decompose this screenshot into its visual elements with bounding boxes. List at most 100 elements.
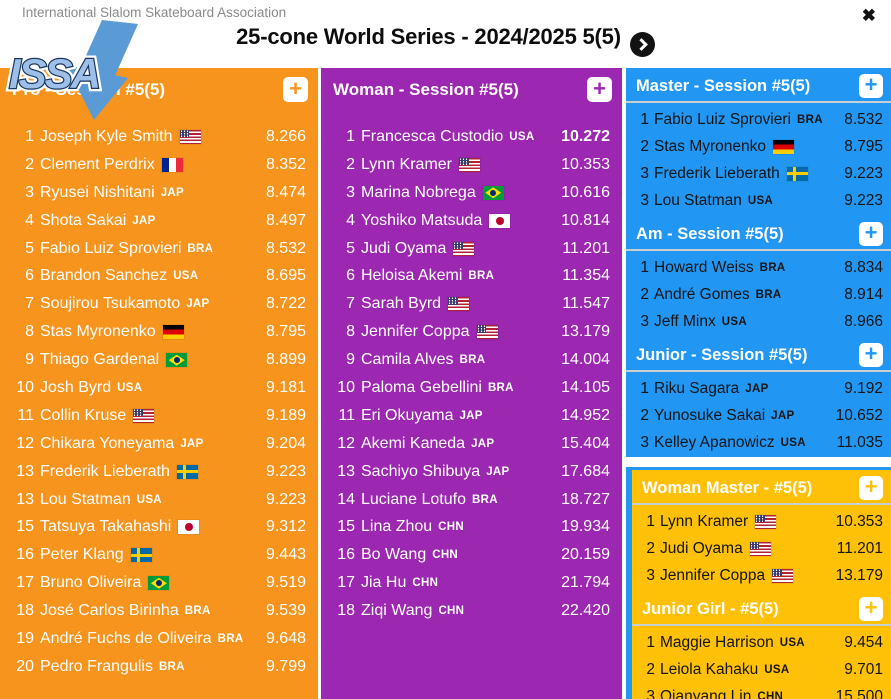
- add-button[interactable]: +: [283, 77, 308, 102]
- result-row: 6 Brandon Sanchez USA 8.695: [10, 262, 306, 290]
- competitor-name: Frederik Lieberath: [654, 164, 780, 182]
- rank: 13: [337, 462, 355, 480]
- competitor-name: Stas Myronenko: [654, 137, 766, 155]
- score: 8.914: [844, 285, 883, 303]
- country-code: CHN: [412, 577, 439, 590]
- score: 19.934: [561, 518, 610, 536]
- chevron-right-icon: [634, 38, 648, 51]
- result-row: 3 Lou Statman USA 9.223: [636, 187, 883, 214]
- rank: 13: [16, 490, 34, 508]
- country-code: JAP: [771, 409, 795, 422]
- rank: 16: [16, 546, 34, 564]
- swe-flag-icon: [130, 548, 152, 563]
- result-row: 18 Ziqi Wang CHN 22.420: [331, 597, 610, 625]
- result-row: 4 Shota Sakai JAP 8.497: [10, 207, 306, 235]
- result-row: 6 Heloisa Akemi BRA 11.354: [331, 262, 610, 290]
- score: 9.192: [844, 379, 883, 397]
- rank: 2: [640, 137, 649, 155]
- score: 8.474: [265, 183, 306, 201]
- competitor-name: José Carlos Birinha: [40, 602, 179, 620]
- score: 8.795: [844, 137, 883, 155]
- result-row: 19 André Fuchs de Oliveira BRA 9.648: [10, 625, 306, 653]
- logo-arrowhead-icon: [66, 65, 128, 120]
- ger-flag-icon: [162, 325, 184, 340]
- country-code: USA: [747, 194, 774, 207]
- competitor-name: Lynn Kramer: [361, 155, 452, 173]
- jap-flag-icon: [178, 520, 200, 535]
- add-button[interactable]: +: [859, 476, 883, 500]
- plus-icon: +: [289, 75, 302, 101]
- rank: 14: [337, 490, 355, 508]
- score: 10.353: [561, 155, 610, 173]
- score: 8.966: [844, 312, 883, 330]
- result-row: 3 Jeff Minx USA 8.966: [636, 308, 883, 335]
- rank: 3: [646, 566, 655, 584]
- result-row: 3 Kelley Apanowicz USA 11.035: [636, 429, 883, 456]
- result-row: 11 Collin Kruse 9.189: [10, 402, 306, 430]
- panel-title: Am - Session #5(5): [636, 224, 784, 243]
- usa-flag-icon: [749, 541, 771, 556]
- results-list-pro: 1 Joseph Kyle Smith 8.266 2 Clement Perdrix 8…: [0, 108, 318, 681]
- result-row: 2 Clement Perdrix 8.352: [10, 151, 306, 179]
- country-code: JAP: [186, 298, 210, 311]
- competitor-name: Ziqi Wang: [361, 602, 433, 620]
- results-list-junior: 1 Riku Sagara JAP 9.192 2 Yunosuke Sakai JAP 10…: [626, 372, 891, 456]
- score: 9.223: [844, 164, 883, 182]
- panel-header-master: Master - Session #5(5) +: [626, 70, 891, 103]
- score: 10.353: [835, 512, 883, 530]
- usa-flag-icon: [453, 241, 475, 256]
- competitor-name: Josh Byrd: [40, 378, 112, 396]
- rank: 1: [346, 127, 355, 145]
- add-button[interactable]: +: [859, 343, 883, 367]
- result-row: 16 Peter Klang 9.443: [10, 541, 306, 569]
- score: 11.201: [562, 239, 610, 257]
- result-row: 5 Judi Oyama 11.201: [331, 235, 610, 263]
- panel-header-junior: Junior - Session #5(5) +: [626, 339, 891, 372]
- add-button[interactable]: +: [587, 77, 612, 102]
- results-list-junior-girl: 1 Maggie Harrison USA 9.454 2 Leiola Kahaku US…: [632, 626, 891, 699]
- usa-flag-icon: [476, 325, 498, 340]
- ger-flag-icon: [773, 139, 794, 154]
- score: 14.952: [561, 406, 610, 424]
- add-button[interactable]: +: [859, 74, 883, 98]
- score: 21.794: [561, 574, 610, 592]
- rank: 2: [640, 285, 649, 303]
- country-code: BRA: [487, 381, 514, 394]
- result-row: 2 Yunosuke Sakai JAP 10.652: [636, 402, 883, 429]
- competitor-name: Riku Sagara: [654, 379, 740, 397]
- plus-icon: +: [864, 595, 878, 620]
- add-button[interactable]: +: [859, 597, 883, 621]
- rank: 15: [337, 518, 355, 536]
- competitor-name: Jennifer Coppa: [660, 566, 766, 584]
- competitor-name: Lou Statman: [40, 490, 131, 508]
- bra-flag-icon: [166, 353, 188, 368]
- panel-woman: Woman - Session #5(5) + 1 Francesca Custo…: [321, 68, 622, 699]
- add-button[interactable]: +: [859, 222, 883, 246]
- score: 9.648: [265, 629, 306, 647]
- result-row: 18 José Carlos Birinha BRA 9.539: [10, 597, 306, 625]
- competitor-name: Eri Okuyama: [361, 406, 454, 424]
- rank: 2: [646, 539, 655, 557]
- rank: 12: [16, 434, 34, 452]
- rank: 7: [25, 295, 34, 313]
- rank: 6: [25, 267, 34, 285]
- logo-arrow-icon: [80, 20, 138, 78]
- close-icon[interactable]: ✖: [860, 4, 878, 28]
- country-code: JAP: [132, 214, 156, 227]
- plus-icon: +: [864, 220, 878, 245]
- rank: 3: [640, 191, 649, 209]
- rank: 11: [17, 406, 34, 424]
- competitor-name: André Gomes: [654, 285, 750, 303]
- page-title: 25-cone World Series - 2024/2025 5(5): [0, 24, 891, 57]
- competitor-name: Heloisa Akemi: [361, 267, 463, 285]
- next-icon[interactable]: [629, 32, 655, 57]
- jap-flag-icon: [489, 213, 511, 228]
- score: 17.684: [561, 462, 610, 480]
- country-code: BRA: [468, 270, 495, 283]
- competitor-name: Maggie Harrison: [660, 633, 774, 651]
- competitor-name: Luciane Lotufo: [361, 490, 466, 508]
- competitor-name: Leiola Kahaku: [660, 660, 759, 678]
- rank: 1: [640, 258, 649, 276]
- competitor-name: Kelley Apanowicz: [654, 433, 775, 451]
- score: 9.799: [265, 657, 306, 675]
